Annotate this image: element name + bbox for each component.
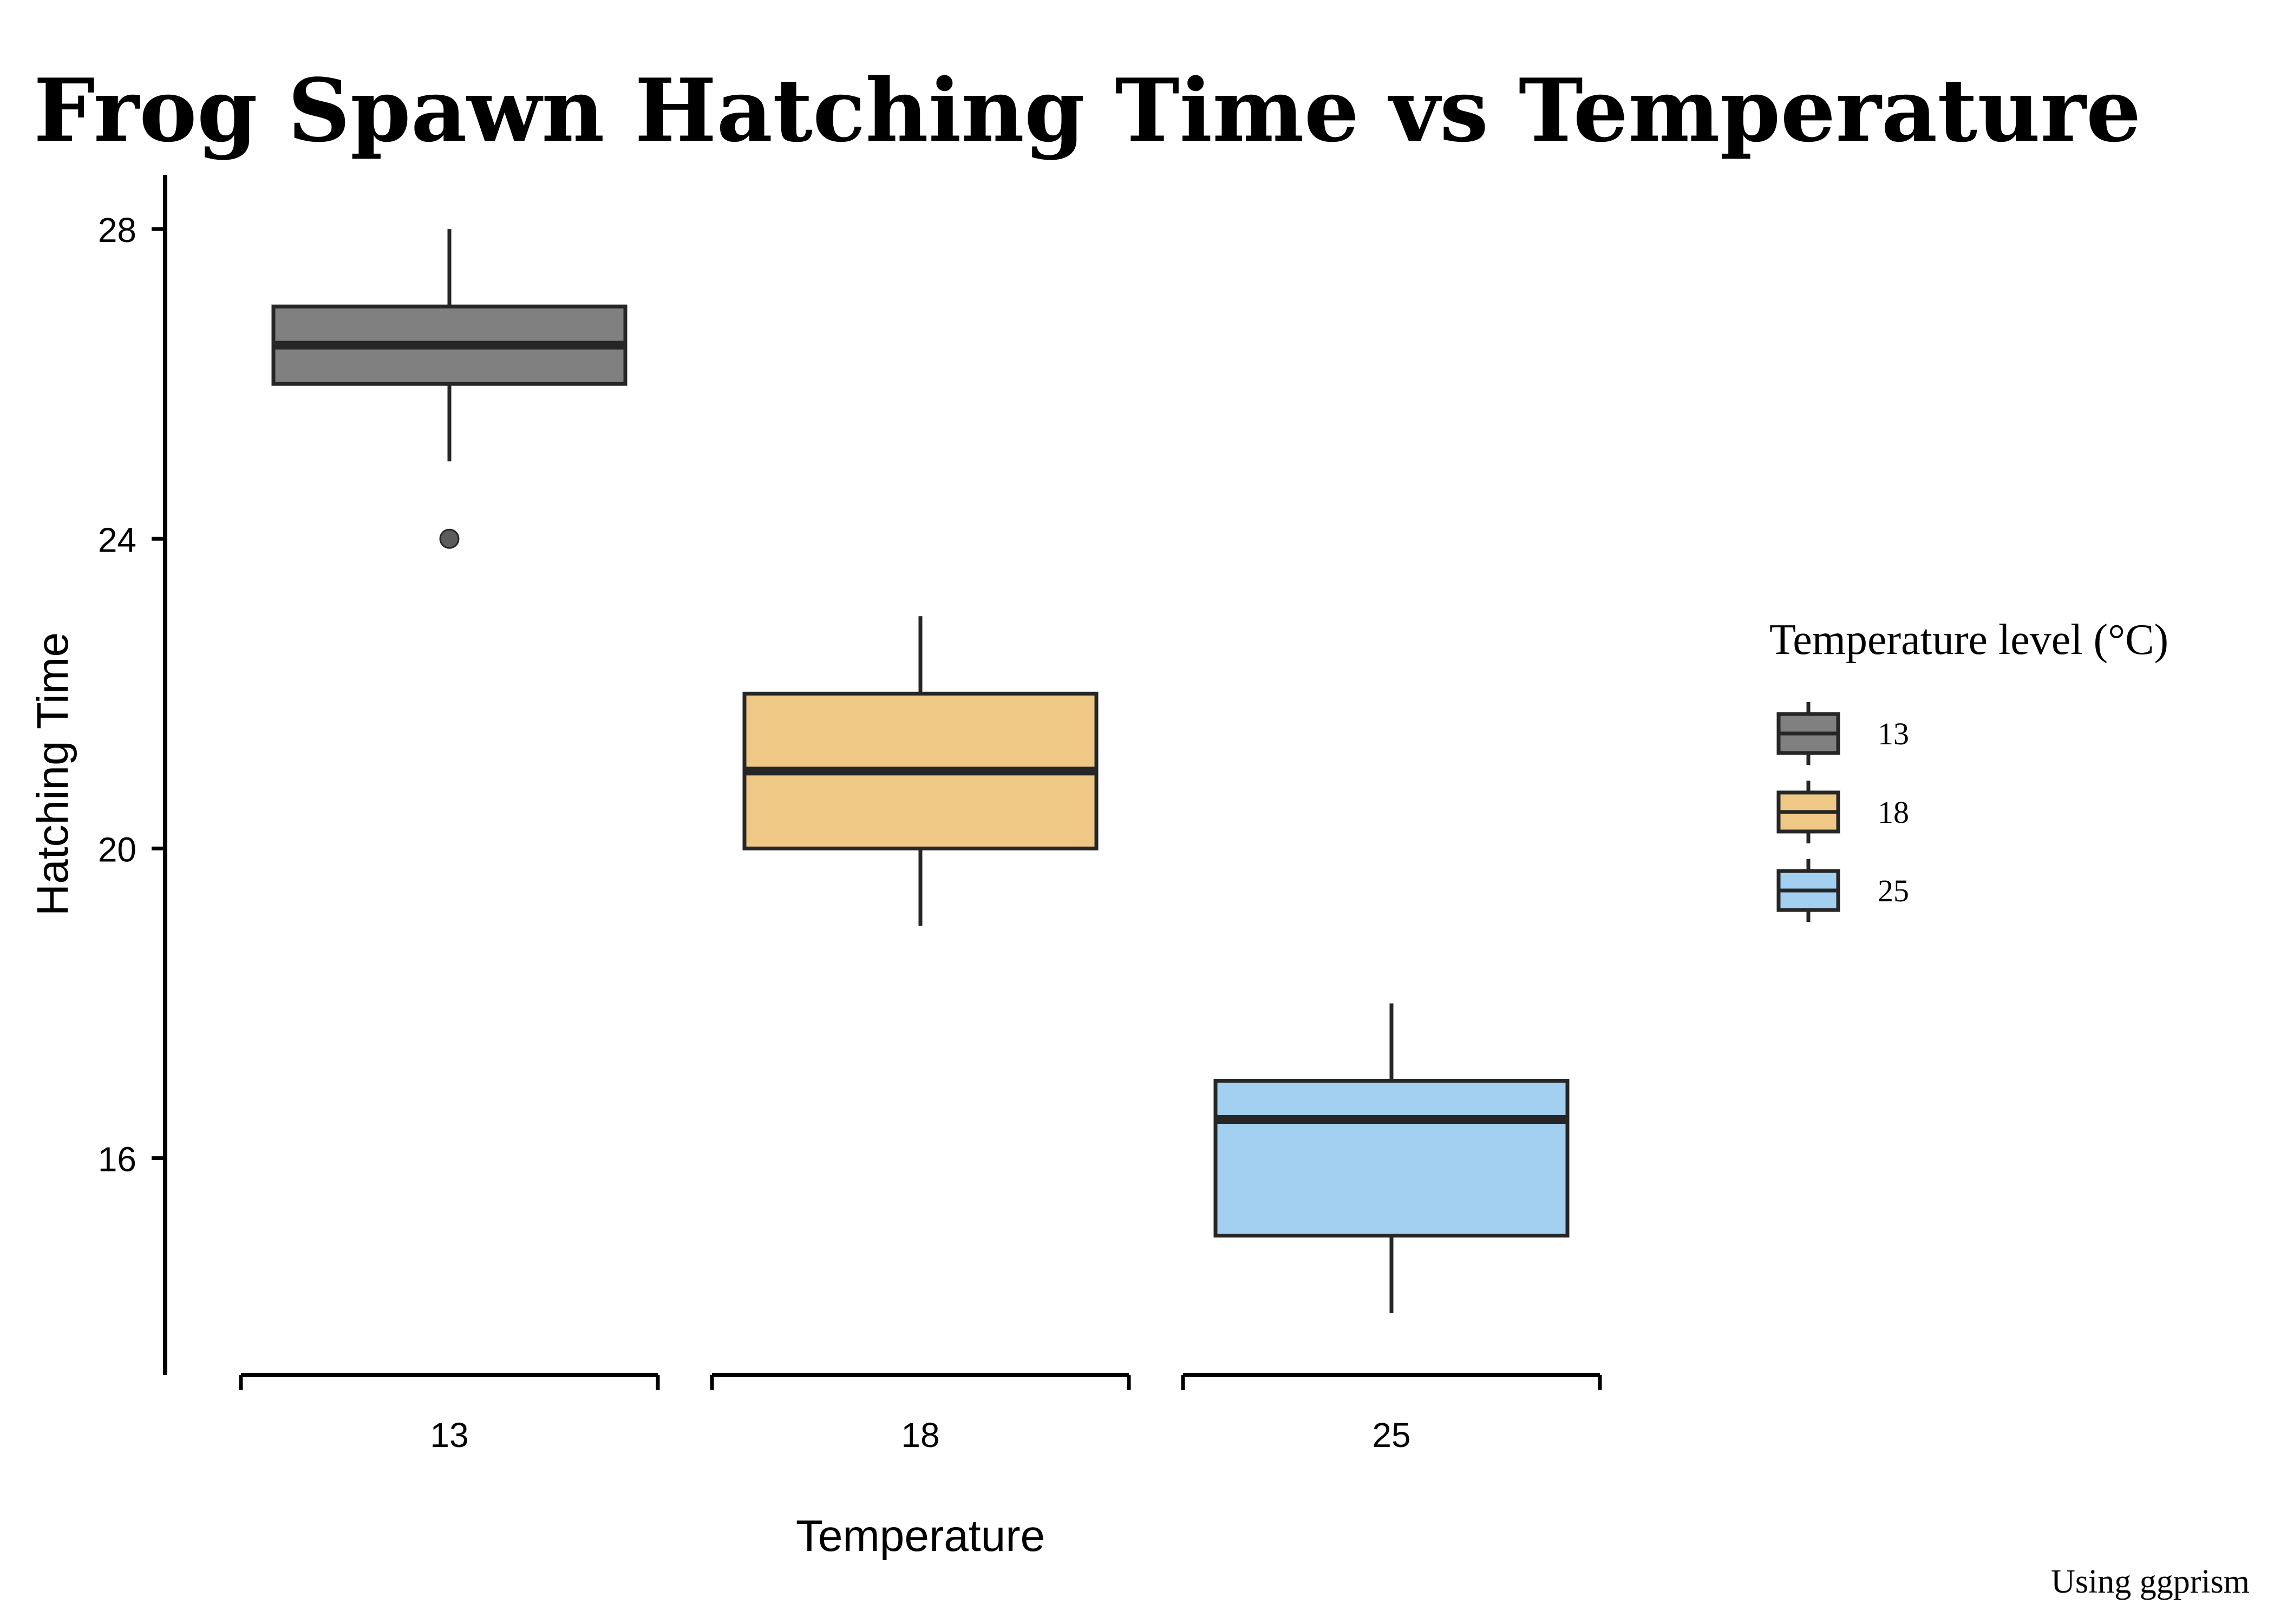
legend-title: Temperature level (°C): [1769, 616, 2168, 664]
x-tick-label: 25: [1372, 1416, 1410, 1455]
legend-items: 13 18 25: [1776, 702, 1909, 922]
legend: Temperature level (°C) 13 18 25: [1769, 616, 2168, 922]
x-axis-label: Temperature: [796, 1511, 1045, 1561]
x-tick-label: 18: [901, 1416, 939, 1455]
x-axis: 13 18 25: [239, 1373, 1602, 1455]
chart-title: Frog Spawn Hatching Time vs Temperature: [34, 60, 2141, 161]
y-axis: 16 20 24 28: [98, 175, 167, 1375]
y-tick-label: 16: [98, 1140, 136, 1179]
box-13: [271, 229, 628, 549]
y-axis-ticks: 16 20 24 28: [98, 211, 165, 1179]
legend-item-18: 18: [1776, 781, 1909, 843]
box-series: [271, 229, 1570, 1313]
legend-item-13: 13: [1776, 702, 1909, 765]
legend-label: 18: [1878, 795, 1909, 830]
y-tick-label: 24: [98, 520, 136, 559]
y-tick-label: 20: [98, 830, 136, 869]
y-tick-label: 28: [98, 211, 136, 250]
caption: Using ggprism: [2051, 1563, 2250, 1600]
box-18: [742, 616, 1099, 926]
box-iqr: [1213, 1078, 1570, 1238]
box-25: [1213, 1003, 1570, 1313]
x-tick-label: 13: [430, 1416, 468, 1455]
y-axis-label: Hatching Time: [28, 632, 77, 916]
legend-label: 25: [1878, 873, 1909, 908]
legend-item-25: 25: [1776, 859, 1909, 922]
outlier-point: [439, 528, 460, 549]
legend-label: 13: [1878, 716, 1909, 751]
